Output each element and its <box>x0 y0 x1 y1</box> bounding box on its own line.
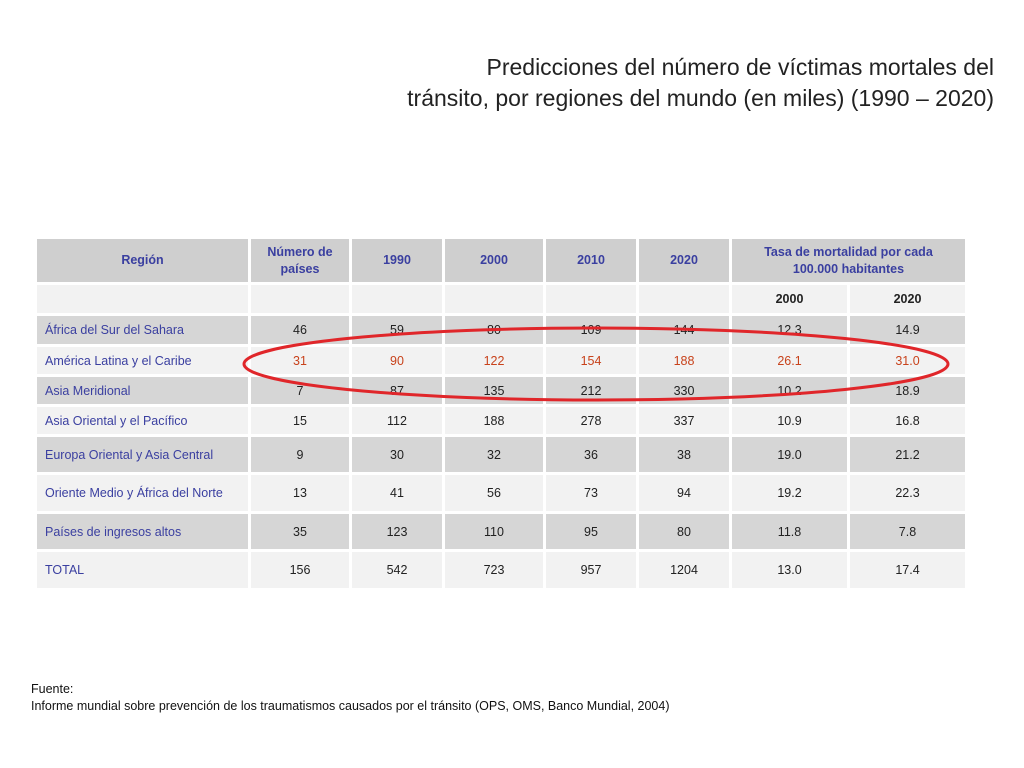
cell-region: África del Sur del Sahara <box>37 316 248 344</box>
cell-y2010: 957 <box>546 552 636 588</box>
subheader-row: 2000 2020 <box>37 285 965 313</box>
cell-countries: 7 <box>251 377 349 404</box>
sub-empty <box>639 285 729 313</box>
sub-empty <box>445 285 543 313</box>
header-2000: 2000 <box>445 239 543 282</box>
cell-y1990: 87 <box>352 377 442 404</box>
cell-rate2000: 19.0 <box>732 437 847 472</box>
header-row: Región Número de países 1990 2000 2010 2… <box>37 239 965 282</box>
cell-y1990: 30 <box>352 437 442 472</box>
cell-y1990: 59 <box>352 316 442 344</box>
source-text: Informe mundial sobre prevención de los … <box>31 699 670 713</box>
cell-y2010: 154 <box>546 347 636 374</box>
cell-y2010: 73 <box>546 475 636 511</box>
cell-y2000: 32 <box>445 437 543 472</box>
title-line-1: Predicciones del número de víctimas mort… <box>486 54 994 80</box>
cell-region: Europa Oriental y Asia Central <box>37 437 248 472</box>
cell-rate2000: 26.1 <box>732 347 847 374</box>
cell-y2010: 212 <box>546 377 636 404</box>
cell-y2020: 330 <box>639 377 729 404</box>
cell-region: Asia Meridional <box>37 377 248 404</box>
source-note: Fuente: Informe mundial sobre prevención… <box>31 681 670 715</box>
cell-countries: 156 <box>251 552 349 588</box>
header-region: Región <box>37 239 248 282</box>
cell-y2020: 337 <box>639 407 729 434</box>
cell-rate2020: 16.8 <box>850 407 965 434</box>
cell-rate2020: 21.2 <box>850 437 965 472</box>
cell-y2010: 95 <box>546 514 636 549</box>
cell-region: Oriente Medio y África del Norte <box>37 475 248 511</box>
cell-region: TOTAL <box>37 552 248 588</box>
cell-y1990: 112 <box>352 407 442 434</box>
source-label: Fuente: <box>31 682 74 696</box>
table-row: Asia Oriental y el Pacífico 15 112 188 278 33… <box>37 407 965 434</box>
cell-countries: 35 <box>251 514 349 549</box>
table-row: Países de ingresos altos 35 123 110 95 80 11.8… <box>37 514 965 549</box>
cell-rate2000: 10.2 <box>732 377 847 404</box>
cell-rate2000: 11.8 <box>732 514 847 549</box>
page-title: Predicciones del número de víctimas mort… <box>294 52 994 114</box>
cell-region: Países de ingresos altos <box>37 514 248 549</box>
cell-y2020: 80 <box>639 514 729 549</box>
sub-empty <box>546 285 636 313</box>
cell-region: América Latina y el Caribe <box>37 347 248 374</box>
cell-y2000: 110 <box>445 514 543 549</box>
subheader-rate-2020: 2020 <box>850 285 965 313</box>
cell-rate2020: 31.0 <box>850 347 965 374</box>
table-row: Asia Meridional 7 87 135 212 330 10.2 18.9 <box>37 377 965 404</box>
fatalities-table: Región Número de países 1990 2000 2010 2… <box>34 236 968 591</box>
table-row: Europa Oriental y Asia Central 9 30 32 36 38 1… <box>37 437 965 472</box>
cell-countries: 31 <box>251 347 349 374</box>
cell-y2020: 188 <box>639 347 729 374</box>
table-row: América Latina y el Caribe 31 90 122 154 188 2… <box>37 347 965 374</box>
cell-countries: 13 <box>251 475 349 511</box>
cell-y2020: 1204 <box>639 552 729 588</box>
cell-y2000: 135 <box>445 377 543 404</box>
cell-y1990: 542 <box>352 552 442 588</box>
cell-rate2000: 19.2 <box>732 475 847 511</box>
cell-countries: 46 <box>251 316 349 344</box>
header-countries: Número de países <box>251 239 349 282</box>
subheader-rate-2000: 2000 <box>732 285 847 313</box>
cell-rate2020: 7.8 <box>850 514 965 549</box>
sub-empty <box>251 285 349 313</box>
header-2010: 2010 <box>546 239 636 282</box>
sub-empty <box>37 285 248 313</box>
cell-rate2000: 13.0 <box>732 552 847 588</box>
title-line-2: tránsito, por regiones del mundo (en mil… <box>407 85 994 111</box>
header-rate: Tasa de mortalidad por cada 100.000 habi… <box>732 239 965 282</box>
table-body: África del Sur del Sahara 46 59 80 109 144 12.… <box>37 316 965 588</box>
cell-y1990: 123 <box>352 514 442 549</box>
table-row: TOTAL 156 542 723 957 1204 13.0 17.4 <box>37 552 965 588</box>
cell-y2000: 56 <box>445 475 543 511</box>
cell-rate2000: 10.9 <box>732 407 847 434</box>
cell-y1990: 90 <box>352 347 442 374</box>
header-1990: 1990 <box>352 239 442 282</box>
cell-y2000: 122 <box>445 347 543 374</box>
table-row: África del Sur del Sahara 46 59 80 109 144 12.… <box>37 316 965 344</box>
cell-rate2000: 12.3 <box>732 316 847 344</box>
table-row: Oriente Medio y África del Norte 13 41 56 73… <box>37 475 965 511</box>
cell-y2010: 36 <box>546 437 636 472</box>
cell-y1990: 41 <box>352 475 442 511</box>
cell-y2010: 278 <box>546 407 636 434</box>
cell-rate2020: 22.3 <box>850 475 965 511</box>
cell-countries: 9 <box>251 437 349 472</box>
cell-y2000: 80 <box>445 316 543 344</box>
sub-empty <box>352 285 442 313</box>
cell-region: Asia Oriental y el Pacífico <box>37 407 248 434</box>
cell-rate2020: 14.9 <box>850 316 965 344</box>
cell-y2000: 723 <box>445 552 543 588</box>
header-2020: 2020 <box>639 239 729 282</box>
cell-y2000: 188 <box>445 407 543 434</box>
cell-y2020: 144 <box>639 316 729 344</box>
cell-countries: 15 <box>251 407 349 434</box>
cell-y2020: 38 <box>639 437 729 472</box>
cell-rate2020: 17.4 <box>850 552 965 588</box>
cell-y2020: 94 <box>639 475 729 511</box>
cell-y2010: 109 <box>546 316 636 344</box>
cell-rate2020: 18.9 <box>850 377 965 404</box>
